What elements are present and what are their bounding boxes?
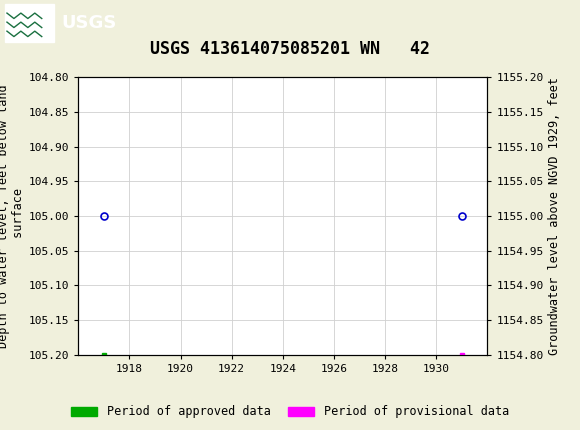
FancyBboxPatch shape — [5, 3, 54, 42]
Legend: Period of approved data, Period of provisional data: Period of approved data, Period of provi… — [68, 402, 512, 422]
Y-axis label: Depth to water level, feet below land
 surface: Depth to water level, feet below land su… — [0, 84, 24, 348]
Text: USGS 413614075085201 WN   42: USGS 413614075085201 WN 42 — [150, 40, 430, 58]
Y-axis label: Groundwater level above NGVD 1929, feet: Groundwater level above NGVD 1929, feet — [548, 77, 561, 355]
Text: USGS: USGS — [61, 14, 116, 31]
